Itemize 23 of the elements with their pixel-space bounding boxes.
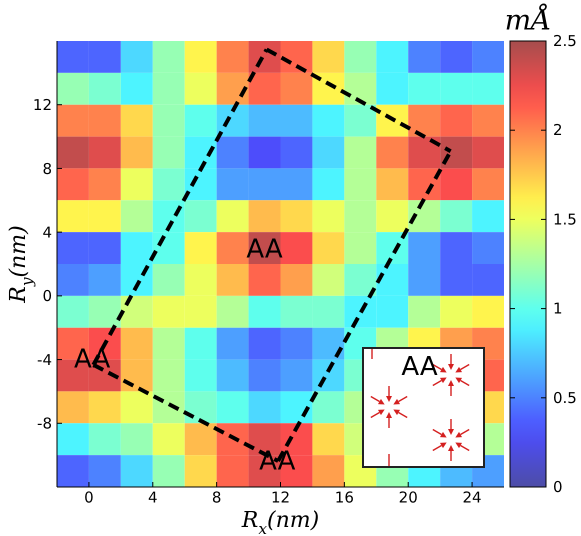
x-tick-label: 4 xyxy=(148,488,158,507)
annotation: AA xyxy=(401,352,438,382)
color-bar-label: 2 xyxy=(553,121,563,140)
x-tick-label: 20 xyxy=(398,488,418,507)
y-tick-label: 4 xyxy=(42,223,52,242)
x-axis-title: R$_{x}$(nm) xyxy=(240,508,320,536)
color-bar-label: 2.5 xyxy=(553,32,577,50)
color-bar-label: 1.5 xyxy=(553,210,577,228)
y-tick-label: 0 xyxy=(42,287,52,306)
y-tick-label: -8 xyxy=(37,414,52,433)
x-tick-label: 8 xyxy=(212,488,222,507)
y-tick-label: 8 xyxy=(42,160,52,178)
color-bar-title: mÅ xyxy=(504,4,552,36)
x-tick-label: 24 xyxy=(462,488,482,507)
y-tick-label: 12 xyxy=(32,96,52,114)
x-tick-label: 16 xyxy=(334,488,354,507)
x-tick-label: 12 xyxy=(270,488,290,507)
color-bar-label: 1 xyxy=(553,300,563,318)
annotation: AA xyxy=(246,234,283,265)
x-tick-label: 0 xyxy=(84,488,94,507)
y-tick-label: -4 xyxy=(37,350,52,369)
annotation: AA xyxy=(259,446,296,477)
color-bar-label: 0.5 xyxy=(553,388,577,407)
